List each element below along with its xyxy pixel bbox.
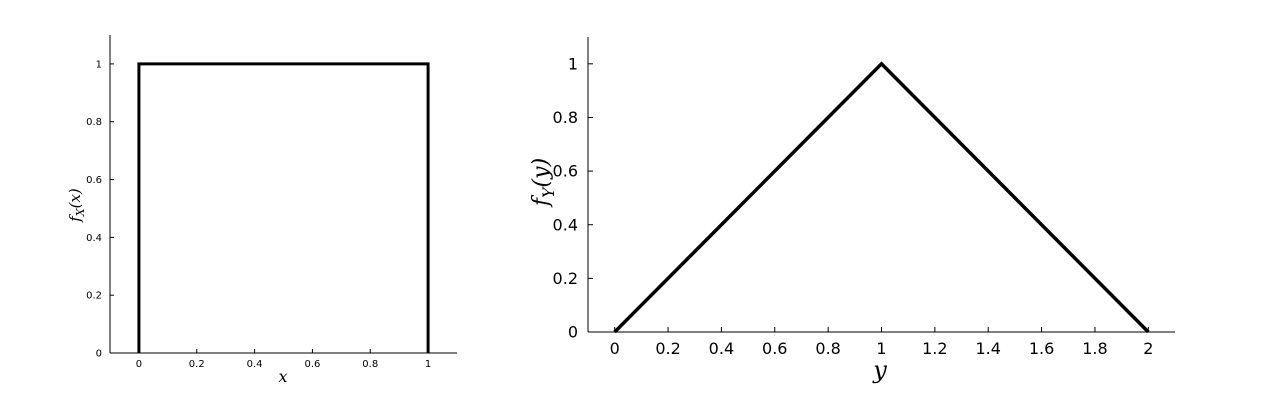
chart-fy-ylabel-arg: (y) (529, 158, 554, 188)
chart-fy-ytick-label: 0.4 (553, 215, 578, 234)
chart-fx-ytick-label: 0 (96, 349, 102, 360)
chart-fx-ytick-label: 0.6 (86, 175, 102, 186)
chart-fx-xtick-label: 0.6 (304, 359, 320, 370)
chart-fx-ytick-label: 0.2 (86, 291, 102, 302)
chart-fy-axes (588, 37, 1175, 332)
chart-fy-xlabel: y (872, 356, 887, 384)
chart-fy-ytick-label: 0.2 (553, 269, 578, 288)
chart-fx-xtick-label: 1 (425, 359, 431, 370)
chart-fx-xtick-label: 0 (136, 359, 142, 370)
chart-fy-ytick-label: 1 (568, 54, 578, 73)
chart-fx-xtick-label: 0.2 (189, 359, 205, 370)
chart-fy-xtick-label: 2 (1143, 339, 1153, 358)
chart-fx-series-line (139, 64, 428, 353)
chart-fx-xlabel: x (278, 367, 287, 386)
chart-fx-series (139, 64, 428, 353)
chart-fx-ylabel: fX(x) (66, 188, 87, 223)
chart-fy-xtick-label: 0.4 (709, 339, 734, 358)
chart-fy-ytick-label: 0.8 (553, 108, 578, 127)
chart-fy-series (615, 64, 1149, 332)
chart-fx-axes (110, 35, 457, 353)
chart-fy-xtick-label: 1.2 (922, 339, 947, 358)
chart-fx: 0 0.2 0.4 0.6 0.8 1 0 0.2 0.4 0.6 0.8 1 x fX(x) (66, 35, 457, 386)
chart-fy-ticks: 0 0.2 0.4 0.6 0.8 1 1.2 1.4 1.6 1.8 2 0 0.2 0.4 0.6 0.8… (553, 54, 1154, 358)
chart-fy-ylabel: fY(y) (529, 158, 558, 208)
chart-fx-ytick-label: 0.8 (86, 117, 102, 128)
chart-fy-xtick-label: 0.6 (762, 339, 787, 358)
chart-fy-xtick-label: 0.8 (815, 339, 840, 358)
chart-fx-xtick-label: 0.4 (247, 359, 263, 370)
chart-fy-ytick-label: 0 (568, 323, 578, 342)
chart-fy-xtick-label: 1.8 (1082, 339, 1107, 358)
chart-fy-xtick-label: 1.4 (976, 339, 1001, 358)
chart-fx-ylabel-arg: (x) (66, 188, 84, 208)
chart-fx-xtick-label: 0.8 (362, 359, 378, 370)
chart-fy: 0 0.2 0.4 0.6 0.8 1 1.2 1.4 1.6 1.8 2 0 0.2 0.4 0.6 0.8… (529, 37, 1175, 384)
chart-fy-ytick-label: 0.6 (553, 162, 578, 181)
chart-fx-ytick-label: 1 (96, 59, 102, 70)
chart-fy-xtick-label: 0 (610, 339, 620, 358)
chart-fy-xtick-label: 0.2 (655, 339, 680, 358)
chart-fy-series-line (615, 64, 1149, 332)
chart-fy-xtick-label: 1.6 (1029, 339, 1054, 358)
chart-fx-ytick-label: 0.4 (86, 233, 102, 244)
